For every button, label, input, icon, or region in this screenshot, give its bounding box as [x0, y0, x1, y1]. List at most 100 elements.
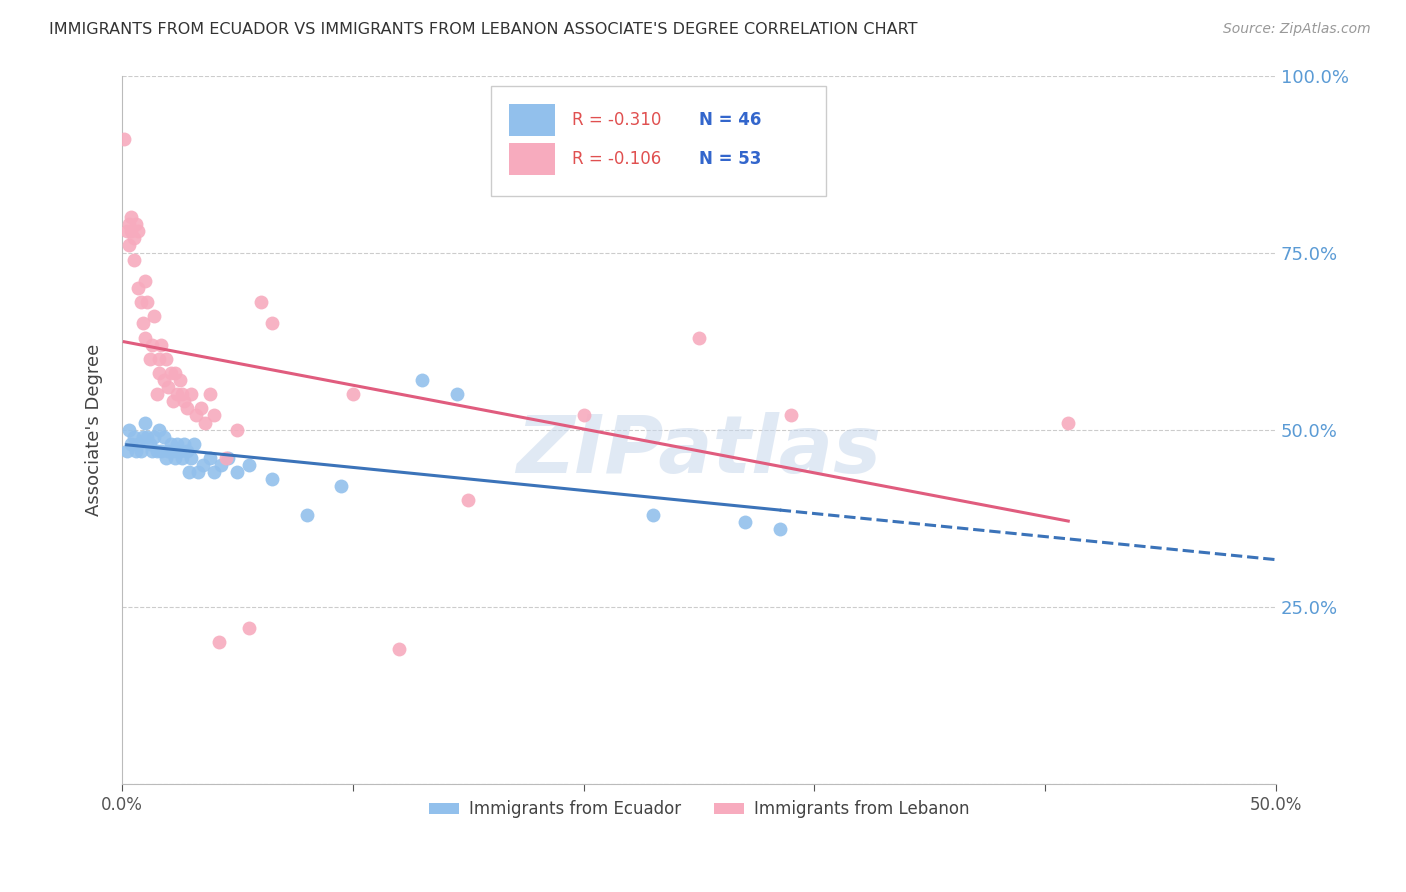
Point — [169, 443, 191, 458]
Point — [134, 416, 156, 430]
Point — [411, 373, 433, 387]
Point — [115, 224, 138, 238]
Point — [127, 224, 149, 238]
Point — [202, 409, 225, 423]
Point — [136, 295, 159, 310]
Point — [260, 317, 283, 331]
Point — [132, 430, 155, 444]
FancyBboxPatch shape — [509, 103, 555, 136]
Point — [641, 508, 664, 522]
Text: IMMIGRANTS FROM ECUADOR VS IMMIGRANTS FROM LEBANON ASSOCIATE'S DEGREE CORRELATIO: IMMIGRANTS FROM ECUADOR VS IMMIGRANTS FR… — [49, 22, 918, 37]
Point — [734, 515, 756, 529]
Point — [120, 437, 142, 451]
Point — [162, 394, 184, 409]
Point — [134, 274, 156, 288]
Text: ZIPatlas: ZIPatlas — [516, 412, 882, 490]
Point — [184, 409, 207, 423]
Point — [141, 443, 163, 458]
Point — [217, 450, 239, 465]
Point — [166, 387, 188, 401]
Point — [139, 437, 162, 451]
Point — [118, 217, 141, 231]
Point — [145, 387, 167, 401]
Point — [136, 430, 159, 444]
Text: R = -0.106: R = -0.106 — [572, 150, 661, 168]
Point — [342, 387, 364, 401]
Point — [457, 493, 479, 508]
Point — [148, 366, 170, 380]
Text: R = -0.310: R = -0.310 — [572, 112, 661, 129]
Point — [157, 380, 180, 394]
Point — [143, 310, 166, 324]
Point — [173, 394, 195, 409]
Point — [162, 443, 184, 458]
Point — [118, 423, 141, 437]
Point — [155, 351, 177, 366]
Point — [295, 508, 318, 522]
Point — [176, 401, 198, 416]
Point — [226, 423, 249, 437]
Point — [572, 409, 595, 423]
Point — [177, 465, 200, 479]
Point — [159, 366, 181, 380]
Text: N = 46: N = 46 — [699, 112, 762, 129]
Point — [139, 351, 162, 366]
Point — [688, 330, 710, 344]
Y-axis label: Associate's Degree: Associate's Degree — [86, 343, 103, 516]
Point — [166, 437, 188, 451]
Point — [129, 443, 152, 458]
Text: Source: ZipAtlas.com: Source: ZipAtlas.com — [1223, 22, 1371, 37]
Point — [769, 522, 792, 536]
Point — [129, 295, 152, 310]
Point — [191, 458, 214, 472]
Point — [120, 224, 142, 238]
Point — [176, 443, 198, 458]
Point — [170, 450, 193, 465]
Point — [180, 387, 202, 401]
Point — [122, 231, 145, 245]
Point — [170, 387, 193, 401]
Point — [388, 642, 411, 657]
Text: N = 53: N = 53 — [699, 150, 762, 168]
Point — [145, 443, 167, 458]
FancyBboxPatch shape — [509, 143, 555, 175]
Point — [127, 281, 149, 295]
Legend: Immigrants from Ecuador, Immigrants from Lebanon: Immigrants from Ecuador, Immigrants from… — [422, 794, 976, 825]
Point — [238, 458, 260, 472]
Point — [157, 443, 180, 458]
Point — [115, 443, 138, 458]
Point — [202, 465, 225, 479]
Point — [127, 437, 149, 451]
Point — [238, 621, 260, 635]
Point — [208, 635, 231, 649]
Point — [141, 337, 163, 351]
Point — [125, 217, 148, 231]
Point — [226, 465, 249, 479]
Point — [180, 450, 202, 465]
Point — [1057, 416, 1080, 430]
Point — [122, 252, 145, 267]
Point — [152, 373, 174, 387]
Point — [118, 238, 141, 252]
Point — [173, 437, 195, 451]
Point — [125, 443, 148, 458]
Point — [330, 479, 353, 493]
Point — [169, 373, 191, 387]
Point — [143, 430, 166, 444]
Point — [150, 337, 173, 351]
Point — [148, 351, 170, 366]
Point — [187, 465, 209, 479]
FancyBboxPatch shape — [491, 87, 825, 196]
Point — [446, 387, 468, 401]
Point — [122, 430, 145, 444]
Point — [249, 295, 271, 310]
Point — [132, 317, 155, 331]
Point — [209, 458, 232, 472]
Point — [198, 387, 221, 401]
Point — [150, 443, 173, 458]
Point — [198, 450, 221, 465]
Point — [260, 472, 283, 486]
Point — [152, 430, 174, 444]
Point — [215, 450, 238, 465]
Point — [134, 330, 156, 344]
